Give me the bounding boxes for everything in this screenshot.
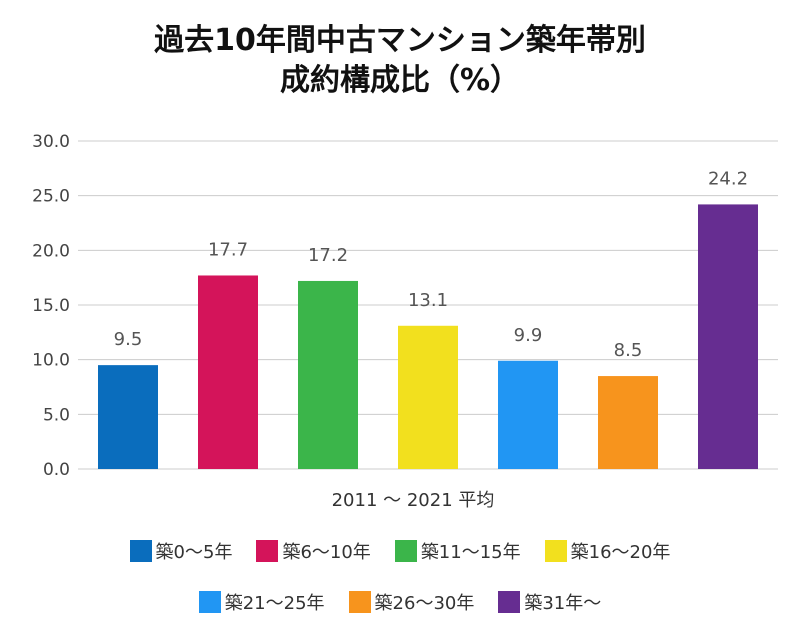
legend-item: 築26～30年: [348, 589, 475, 615]
bar: [298, 280, 358, 469]
legend-item: 築31年～: [498, 589, 601, 615]
bar: [698, 204, 758, 469]
bar: [498, 360, 558, 469]
bar: [98, 365, 158, 469]
legend-label: 築31年～: [524, 593, 602, 614]
y-tick-label: 15.0: [32, 296, 70, 316]
legend-swatch: [129, 540, 152, 562]
chart-title-line2: 成約構成比（%）: [279, 63, 521, 98]
y-tick-label: 10.0: [32, 351, 70, 371]
data-label: 9.5: [114, 329, 143, 350]
legend-item: 築11～15年: [394, 538, 521, 564]
bars: [98, 204, 758, 469]
y-tick-label: 25.0: [32, 187, 70, 207]
y-tick-label: 20.0: [32, 241, 70, 261]
y-tick-label: 5.0: [43, 405, 70, 425]
chart-title-line1: 過去10年間中古マンション築年帯別: [154, 23, 646, 58]
value-labels: 9.5 17.7 17.2 13.1 9.9 8.5 24.2: [114, 168, 748, 361]
legend-swatch: [544, 540, 567, 562]
legend-row-2: 築21～25年 築26～30年 築31年～: [0, 589, 800, 615]
legend-label: 築21～25年: [224, 593, 325, 614]
legend-swatch: [256, 540, 279, 562]
data-label: 17.7: [208, 239, 248, 260]
x-axis-label: 2011 ～ 2021 平均: [332, 490, 495, 511]
data-label: 9.9: [514, 325, 543, 346]
bar: [198, 275, 258, 469]
legend-item: 築16～20年: [544, 538, 671, 564]
data-label: 24.2: [708, 168, 748, 189]
legend-label: 築6～10年: [282, 542, 371, 563]
y-axis-ticks: 0.0 5.0 10.0 15.0 20.0 25.0 30.0: [32, 132, 70, 480]
legend-label: 築11～15年: [420, 542, 521, 563]
legend-label: 築26～30年: [374, 593, 475, 614]
data-label: 13.1: [408, 290, 448, 311]
data-label: 8.5: [614, 340, 643, 361]
legend-swatch: [498, 591, 521, 613]
bar: [598, 376, 658, 469]
legend-label: 築0～5年: [155, 542, 233, 563]
y-tick-label: 0.0: [43, 460, 70, 480]
bar: [398, 325, 458, 469]
data-label: 17.2: [308, 245, 348, 266]
legend-item: 築21～25年: [198, 589, 325, 615]
legend-row-1: 築0～5年 築6～10年 築11～15年 築16～20年: [0, 538, 800, 564]
legend-item: 築0～5年: [129, 538, 233, 564]
legend-label: 築16～20年: [570, 542, 671, 563]
y-tick-label: 30.0: [32, 132, 70, 152]
legend-swatch: [348, 591, 371, 613]
legend-swatch: [394, 540, 417, 562]
legend-item: 築6～10年: [256, 538, 371, 564]
legend-swatch: [198, 591, 221, 613]
